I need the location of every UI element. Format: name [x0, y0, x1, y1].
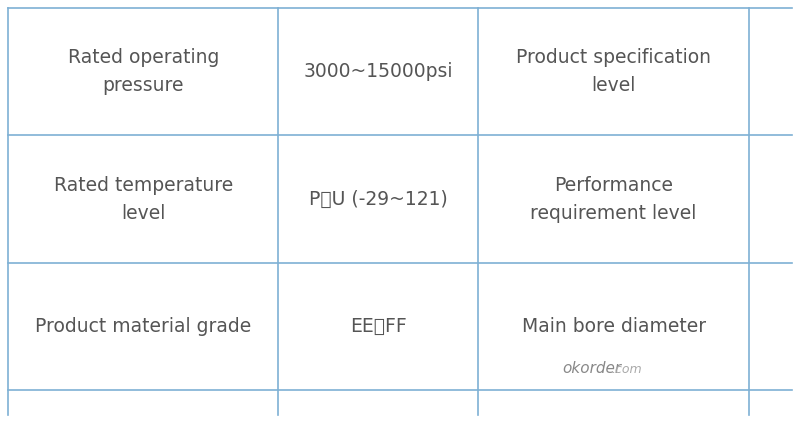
Text: Performance
requirement level: Performance requirement level [530, 176, 697, 222]
Text: Main bore diameter: Main bore diameter [522, 317, 706, 336]
Text: okorder: okorder [562, 361, 622, 376]
Text: .com: .com [611, 363, 642, 376]
Text: P、U (-29~121): P、U (-29~121) [309, 190, 448, 209]
Text: 3000~15000psi: 3000~15000psi [304, 62, 453, 81]
Text: EE、FF: EE、FF [350, 317, 407, 336]
Text: Product specification
level: Product specification level [516, 48, 711, 95]
Text: Rated temperature
level: Rated temperature level [54, 176, 233, 222]
Text: Product material grade: Product material grade [35, 317, 251, 336]
Text: Rated operating
pressure: Rated operating pressure [67, 48, 219, 95]
